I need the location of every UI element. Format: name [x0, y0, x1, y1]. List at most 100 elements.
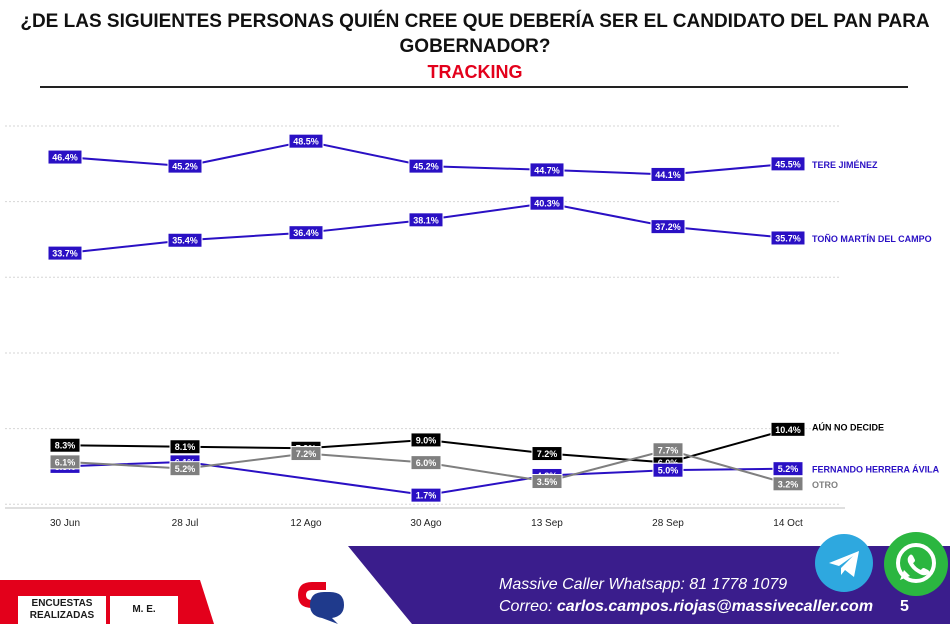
email-label: Correo: [499, 598, 553, 615]
data-label-box [288, 225, 324, 241]
data-label-box [531, 446, 563, 462]
data-label-text: 5.2% [778, 464, 799, 474]
title-divider [40, 86, 908, 88]
data-label-box [770, 230, 806, 246]
x-tick-label: 30 Jun [50, 518, 80, 529]
data-label-text: 5.2% [175, 464, 196, 474]
legend-entry: TOÑO MARTÍN DEL CAMPO [812, 234, 932, 244]
x-axis: 30 Jun 28 Jul 12 Ago 30 Ago 13 Sep 28 Sep 14 O… [50, 518, 803, 529]
data-label-box [770, 421, 806, 437]
data-label-text: 38.1% [413, 215, 439, 225]
contact-whatsapp: Massive Caller Whatsapp: 81 1778 1079 [499, 576, 787, 594]
whatsapp-label: Massive Caller Whatsapp: [499, 576, 685, 593]
data-label: 7.7% [652, 442, 684, 458]
data-label-text: 7.2% [296, 449, 317, 459]
data-label-text: 1.7% [416, 491, 437, 501]
data-label-box [652, 442, 684, 458]
badge-encuestas: ENCUESTAS REALIZADAS [18, 596, 106, 626]
data-label: 8.3% [49, 437, 81, 453]
chart-title-line-2: GOBERNADOR? [399, 36, 551, 57]
data-label-text: 3.5% [537, 477, 558, 487]
whatsapp-icon[interactable] [884, 532, 948, 596]
data-label-text: 6.1% [55, 457, 76, 467]
data-label: 5.2% [772, 461, 804, 477]
data-label-box [652, 462, 684, 478]
chart-title-line-1: ¿DE LAS SIGUIENTES PERSONAS QUIÉN CREE Q… [20, 11, 930, 32]
data-label: 1.7% [410, 487, 442, 503]
data-label-box [529, 195, 565, 211]
legend: TERE JIMÉNEZ TOÑO MARTÍN DEL CAMPO AÚN NO … [812, 160, 940, 490]
data-label: 37.2% [650, 219, 686, 235]
data-label-text: 45.2% [172, 162, 198, 172]
legend-entry: TERE JIMÉNEZ [812, 160, 878, 170]
data-label-text: 10.4% [775, 425, 801, 435]
data-label: 3.2% [772, 476, 804, 492]
data-label-box [410, 455, 442, 471]
data-label: 45.2% [408, 158, 444, 174]
x-tick-label: 28 Jul [172, 518, 199, 529]
data-label-text: 40.3% [534, 199, 560, 209]
data-label-box [49, 454, 81, 470]
data-label: 48.5% [288, 133, 324, 149]
data-label-text: 7.2% [537, 449, 558, 459]
data-label-text: 35.4% [172, 236, 198, 246]
data-label-box [167, 232, 203, 248]
data-label: 35.7% [770, 230, 806, 246]
data-label-box [772, 461, 804, 477]
data-label-box [169, 461, 201, 477]
data-label: 45.5% [770, 156, 806, 172]
data-label: 5.0% [652, 462, 684, 478]
data-label-text: 36.4% [293, 228, 319, 238]
x-tick-label: 12 Ago [290, 518, 322, 529]
whatsapp-number: 81 1778 1079 [689, 576, 788, 593]
data-label-text: 6.0% [416, 458, 437, 468]
data-label: 7.2% [290, 446, 322, 462]
data-label-text: 5.0% [658, 466, 679, 476]
data-label-box [410, 487, 442, 503]
data-label: 44.1% [650, 166, 686, 182]
badge-me: M. E. [110, 596, 178, 624]
data-label-box [47, 149, 83, 165]
data-label-box [288, 133, 324, 149]
data-label-box [650, 219, 686, 235]
x-tick-label: 13 Sep [531, 518, 563, 529]
data-label-text: 7.7% [658, 445, 679, 455]
data-label-text: 45.5% [775, 159, 801, 169]
whatsapp-glyph [896, 543, 936, 583]
data-label-text: 8.1% [175, 442, 196, 452]
data-label-box [650, 166, 686, 182]
data-label-box [169, 439, 201, 455]
x-tick-label: 30 Ago [410, 518, 442, 529]
chart-subtitle: TRACKING [427, 62, 523, 82]
data-label: 9.0% [410, 432, 442, 448]
data-label-box [410, 432, 442, 448]
data-labels: 46.4% 45.2% 48.5% 45.2% 44.7% 44.1% 45.5% 33.7%… [47, 133, 806, 503]
x-tick-label: 14 Oct [773, 518, 803, 529]
contact-email: Correo: carlos.campos.riojas@massivecall… [499, 598, 873, 616]
legend-entry: FERNANDO HERRERA ÁVILA [812, 465, 940, 475]
data-label: 35.4% [167, 232, 203, 248]
data-label: 40.3% [529, 195, 565, 211]
data-label-box [47, 245, 83, 261]
data-label-box [408, 158, 444, 174]
x-tick-label: 28 Sep [652, 518, 684, 529]
data-label: 45.2% [167, 158, 203, 174]
data-label: 6.1% [49, 454, 81, 470]
data-label-box [290, 446, 322, 462]
data-label-text: 8.3% [55, 441, 76, 451]
data-label-text: 9.0% [416, 435, 437, 445]
telegram-icon[interactable] [815, 534, 873, 592]
data-label-text: 45.2% [413, 162, 439, 172]
data-label: 8.1% [169, 439, 201, 455]
telegram-glyph [829, 551, 859, 577]
data-label: 10.4% [770, 421, 806, 437]
data-label-box [408, 212, 444, 228]
data-label: 33.7% [47, 245, 83, 261]
page-number: 5 [900, 598, 909, 615]
data-label-text: 33.7% [52, 249, 78, 259]
data-label: 36.4% [288, 225, 324, 241]
data-label-text: 35.7% [775, 233, 801, 243]
email-address[interactable]: carlos.campos.riojas@massivecaller.com [556, 598, 874, 615]
chart-grid [5, 125, 840, 505]
